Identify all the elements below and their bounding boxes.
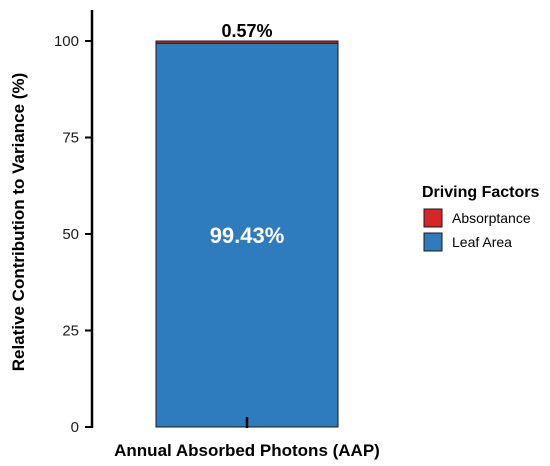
- legend-swatch-absorptance: [423, 208, 443, 228]
- y-tick-label: 0: [71, 419, 79, 436]
- legend-title: Driving Factors: [422, 184, 539, 201]
- legend-label-absorptance: Absorptance: [452, 210, 531, 226]
- data-label-absorptance: 0.57%: [221, 21, 272, 41]
- data-label-leaf-area: 99.43%: [210, 223, 285, 248]
- y-axis-ticks: 0 25 50 75 100: [54, 33, 92, 436]
- y-tick-label: 50: [62, 226, 79, 243]
- legend-label-leaf-area: Leaf Area: [452, 234, 512, 250]
- x-axis-title: Annual Absorbed Photons (AAP): [114, 441, 380, 460]
- bar-absorptance: [155, 40, 339, 44]
- y-tick-label: 75: [62, 130, 79, 147]
- y-axis-title: Relative Contribution to Variance (%): [9, 73, 28, 372]
- y-tick-label: 100: [54, 33, 79, 50]
- legend: Driving Factors Absorptance Leaf Area: [422, 184, 539, 252]
- legend-swatch-leaf-area: [423, 232, 443, 252]
- bar-leaf-area: [155, 42, 339, 428]
- y-tick-label: 25: [62, 323, 79, 340]
